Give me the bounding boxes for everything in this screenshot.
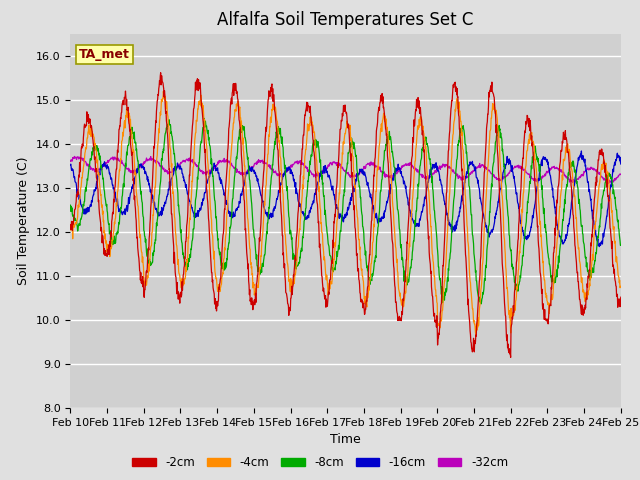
Text: TA_met: TA_met	[79, 48, 129, 61]
Title: Alfalfa Soil Temperatures Set C: Alfalfa Soil Temperatures Set C	[218, 11, 474, 29]
X-axis label: Time: Time	[330, 433, 361, 446]
Legend: -2cm, -4cm, -8cm, -16cm, -32cm: -2cm, -4cm, -8cm, -16cm, -32cm	[127, 452, 513, 474]
Y-axis label: Soil Temperature (C): Soil Temperature (C)	[17, 156, 30, 285]
